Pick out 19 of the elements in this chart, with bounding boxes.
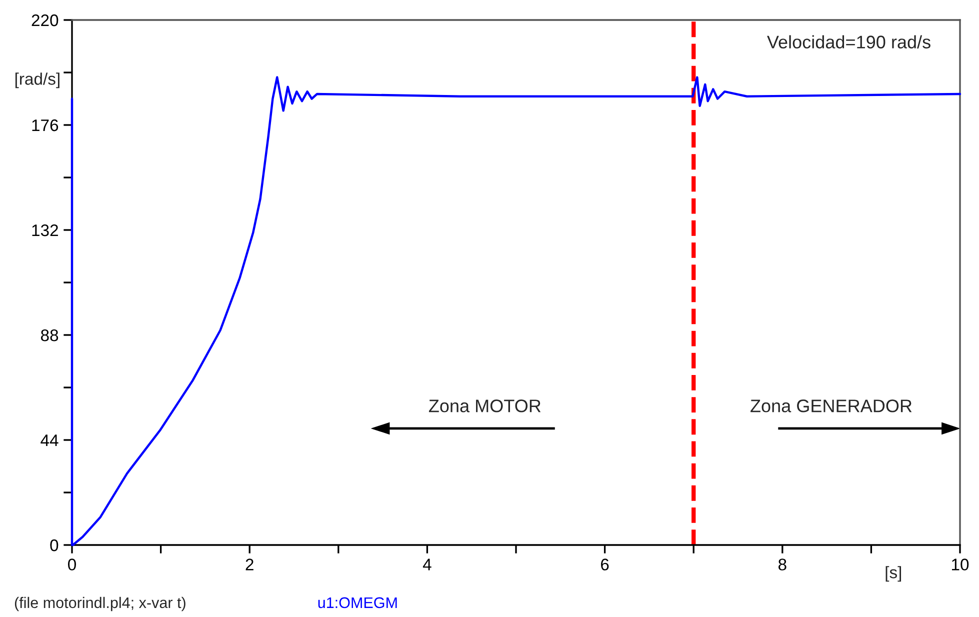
y-tick-label: 44 (40, 434, 58, 446)
y-tick-label: 88 (40, 329, 58, 342)
y-tick-label: 176 (32, 119, 58, 132)
y-axis-title: [rad/s] (15, 72, 60, 88)
x-tick-label: 2 (246, 558, 254, 570)
x-tick-label: 0 (68, 558, 76, 570)
text: u1:OMEGM (318, 597, 397, 608)
x-axis-title: [s] (886, 566, 902, 582)
annotation: Zona MOTOR (428, 400, 541, 412)
x-tick-label: 10 (952, 558, 969, 570)
y-tick-label: 132 (32, 224, 58, 236)
y-tick-label: 220 (32, 14, 58, 26)
y-tick-label: 0 (50, 539, 58, 552)
annotation: Velocidad=190 rad/s (767, 35, 930, 48)
annotation: Zona GENERADOR (750, 400, 912, 412)
x-tick-label: 6 (601, 558, 609, 570)
x-tick-label: 4 (422, 558, 432, 570)
x-tick-label: 8 (778, 558, 786, 570)
text: (file motorindl.pl4; x-var t) (14, 596, 186, 612)
